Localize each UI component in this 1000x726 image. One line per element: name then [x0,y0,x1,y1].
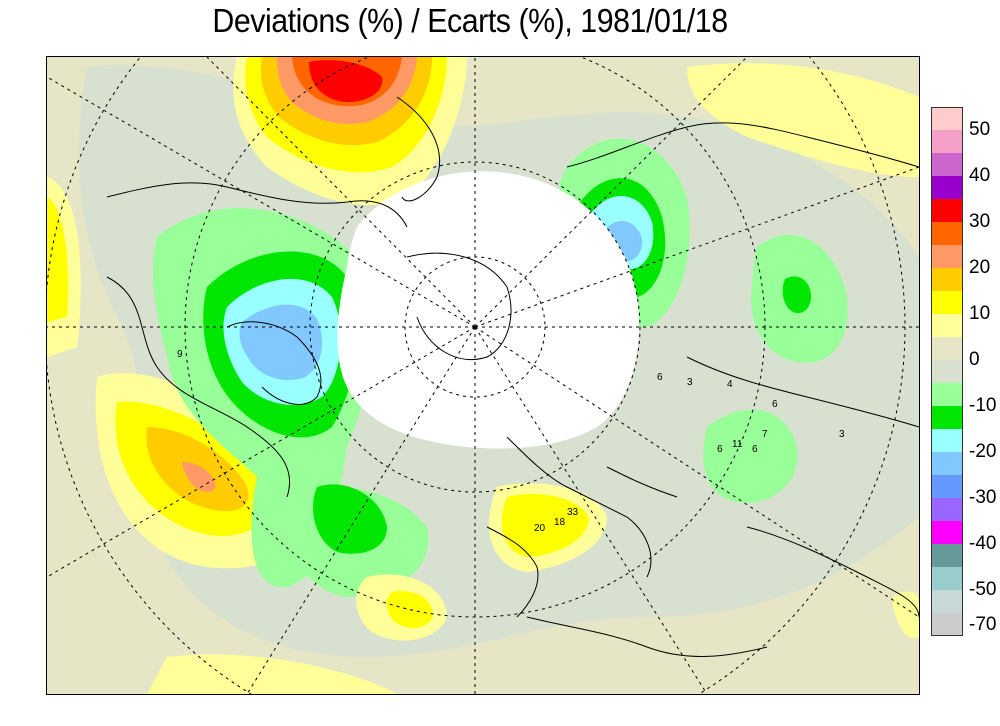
coast-label-12: 9 [177,349,183,360]
coastline-labels: 6 3 4 20 18 33 6 11 6 7 3 9 6 [177,349,845,534]
deviation-map: 6 3 4 20 18 33 6 11 6 7 3 9 6 [46,56,920,695]
coast-asia-south [746,526,919,618]
coast-hudson-bay [226,321,322,405]
map-title: Deviations (%) / Ecarts (%), 1981/01/18 [212,2,728,39]
zone-lightgreen-southeast [703,409,798,503]
legend-swatch [931,222,963,245]
coast-mediterranean [526,616,768,657]
legend-tick-label: -70 [969,613,997,635]
coast-label-6: 33 [567,507,579,518]
legend-swatch [931,383,963,406]
legend-tick-label: 40 [969,165,991,186]
legend-tick-label: 30 [969,211,991,232]
legend-swatch [931,613,963,636]
coast-label-3: 4 [727,379,733,390]
coast-caspian [606,466,678,498]
legend-swatch [931,107,963,130]
legend-swatch [931,291,963,314]
coast-label-4: 20 [534,523,546,534]
latitude-ring-2 [309,161,641,493]
legend-swatch [931,199,963,222]
meridians [47,57,919,694]
zone-yellow-south [147,654,397,694]
legend-tick-label: -20 [969,441,997,462]
polar-no-data-region [337,171,639,449]
legend-swatch [931,406,963,429]
legend-swatch [931,544,963,567]
legend-swatch [931,590,963,613]
legend-swatch [931,521,963,544]
coast-western-europe [486,526,539,618]
legend-swatch [931,452,963,475]
coast-siberia-north [566,122,919,168]
legend-swatch [931,429,963,452]
zone-green-farEast [782,276,812,314]
zone-green-southcenter [313,484,387,554]
zone-red-north [309,60,383,103]
coast-label-10: 7 [762,429,768,440]
legend-swatch [931,337,963,360]
coast-north-america-north [106,182,408,228]
meridian-ne [474,57,748,328]
coast-label-1: 6 [657,372,663,383]
legend-tick-label: 10 [969,303,991,324]
coast-asia-inland [686,356,919,428]
legend-tick-label: -30 [969,487,997,508]
legend-swatch [931,130,963,153]
zone-yellow-mediterranean-core [386,591,433,629]
coast-north-america-east [106,276,291,498]
coast-label-13: 6 [772,399,778,410]
meridian-ssw [246,326,476,694]
coast-label-2: 3 [687,377,693,388]
meridian-sse [474,326,708,694]
meridian-ene [474,166,919,328]
coast-label-8: 11 [732,439,743,450]
coastlines [106,96,919,657]
legend-tick-label: 20 [969,257,991,278]
legend-swatch [931,498,963,521]
legend-tick-label: -10 [969,395,997,416]
legend-tick-label: -40 [969,533,997,554]
zone-blue-west [239,304,323,381]
legend-tick-label: 50 [969,119,991,140]
zone-yellow-northeast [687,63,919,177]
coast-greenland-west [396,96,441,202]
meridian-sw [47,326,476,578]
legend-tick-label: 0 [969,349,980,370]
meridian-se [474,326,919,618]
coast-label-7: 6 [752,444,758,455]
legend-swatch [931,567,963,590]
zone-salmon-southwest [182,462,216,492]
legend-swatch [931,245,963,268]
coast-label-9: 6 [717,444,723,455]
coast-label-11: 3 [839,429,845,440]
zone-yellow-europe-core [501,493,589,557]
coast-scandinavia [506,436,652,578]
meridian-nnw [206,57,476,328]
meridian-nw [47,76,476,328]
legend-swatch [931,176,963,199]
legend-swatch [931,153,963,176]
zone-yellow-left-core [47,197,69,322]
legend-swatch [931,268,963,291]
legend-swatch [931,314,963,337]
coast-arctic-islands [406,252,512,361]
map-canvas: 6 3 4 20 18 33 6 11 6 7 3 9 6 [47,57,919,694]
legend-tick-label: -50 [969,579,997,600]
legend-swatch [931,475,963,498]
coast-label-5: 18 [554,517,566,528]
legend-swatch [931,360,963,383]
